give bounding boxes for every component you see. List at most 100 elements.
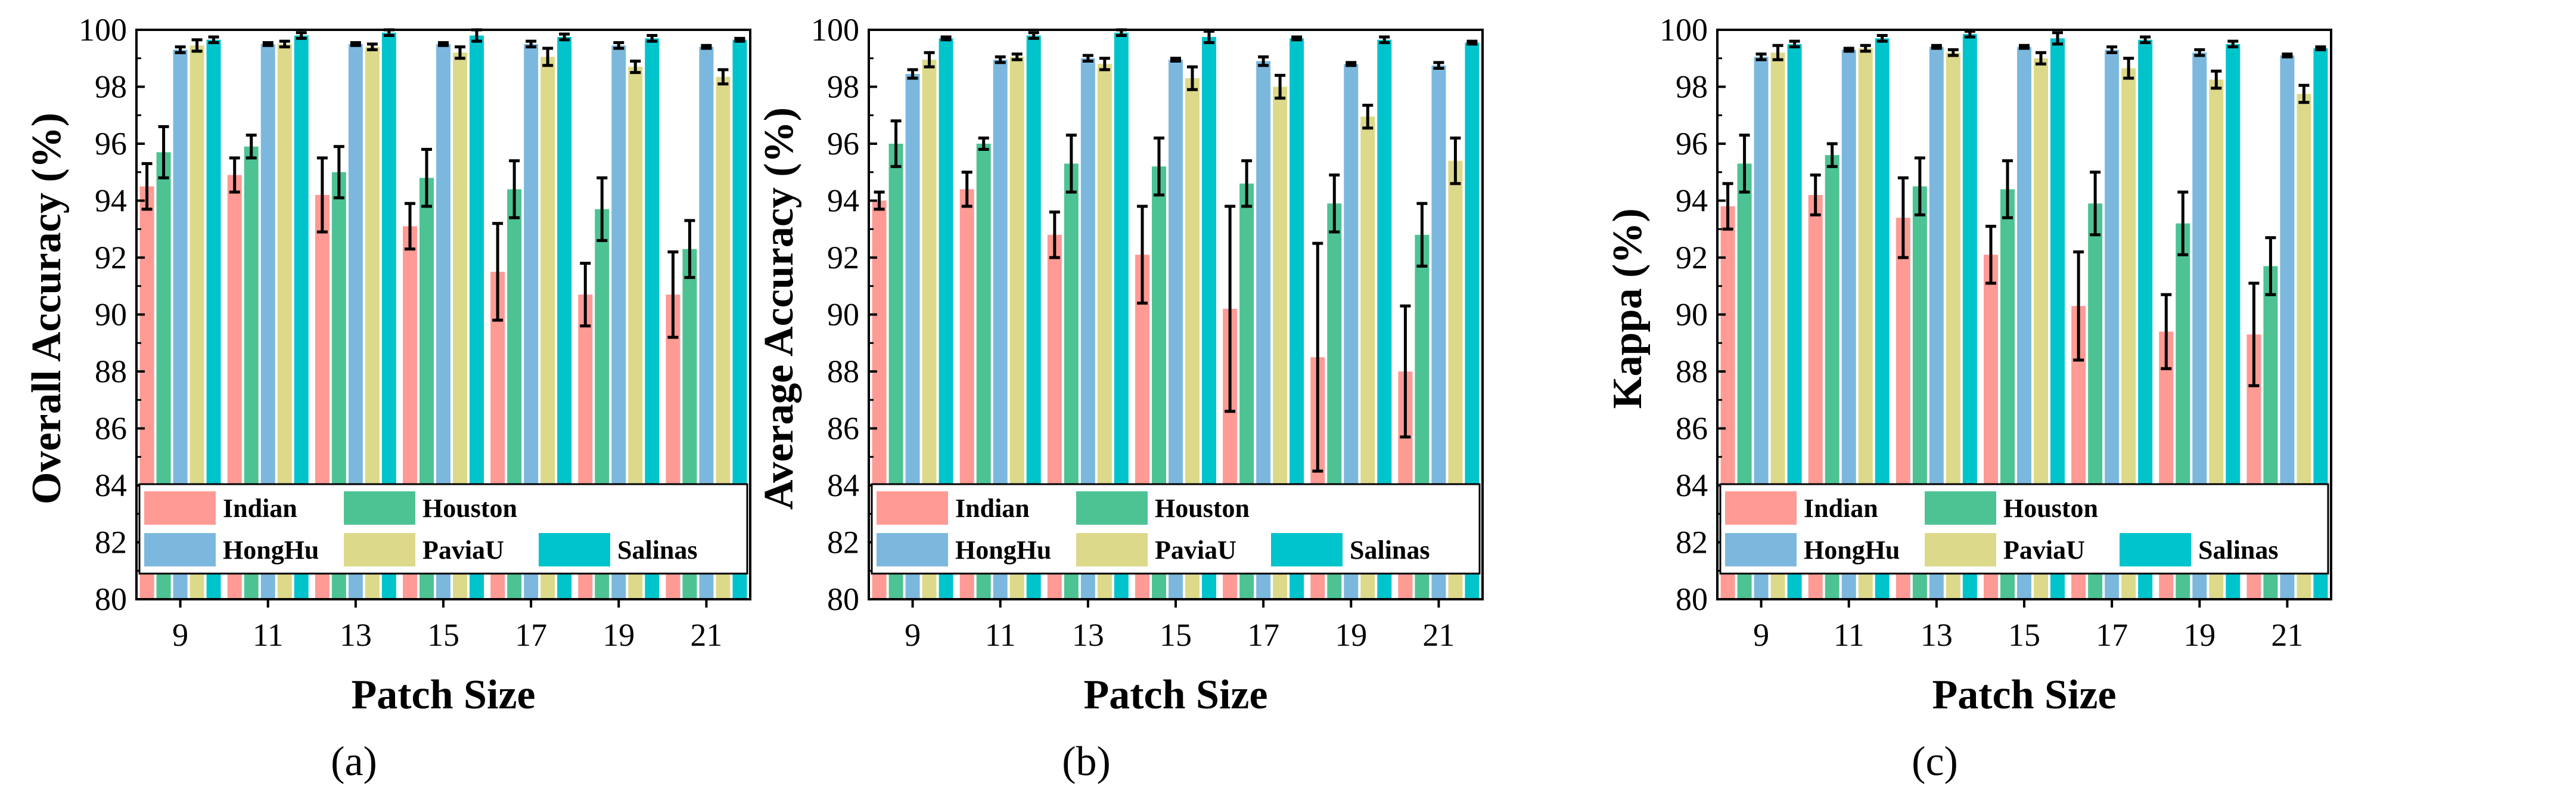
error-bar-honghu-17 (2106, 45, 2118, 54)
x-tick-label: 11 (253, 617, 284, 653)
x-tick-label: 19 (1335, 617, 1367, 653)
error-bar-paviau-21 (2298, 83, 2310, 104)
error-bar-honghu-19 (2194, 48, 2205, 57)
y-tick-label: 80 (827, 581, 859, 617)
error-bar-houston-21 (1416, 202, 1428, 268)
error-bar-paviau-9 (191, 38, 203, 53)
x-tick-label: 15 (1160, 617, 1192, 653)
legend-label-indian: Indian (1804, 494, 1878, 523)
error-bar-houston-13 (1065, 134, 1077, 194)
error-bar-salinas-17 (559, 32, 570, 42)
error-bar-indian-21 (667, 250, 679, 339)
error-bar-houston-15 (2002, 159, 2013, 219)
x-tick-label: 9 (1753, 617, 1769, 653)
error-bar-salinas-9 (940, 35, 952, 42)
error-bar-indian-17 (1225, 205, 1236, 413)
error-bar-indian-11 (961, 171, 972, 208)
error-bar-houston-15 (1154, 136, 1164, 197)
error-bar-houston-11 (246, 134, 257, 160)
x-axis-title: Patch Size (1932, 672, 2116, 718)
error-bar-houston-15 (421, 148, 432, 208)
error-bar-houston-9 (890, 119, 902, 168)
error-bar-paviau-11 (279, 39, 290, 49)
legend-swatch-houston (1925, 491, 1996, 525)
error-bar-houston-9 (158, 125, 169, 179)
error-bar-paviau-13 (366, 42, 378, 51)
error-bar-honghu-11 (1843, 47, 1854, 53)
error-bar-salinas-21 (734, 36, 745, 43)
error-bar-houston-21 (684, 219, 695, 279)
legend-swatch-honghu (877, 533, 948, 566)
y-tick-label: 100 (811, 12, 859, 48)
legend-swatch-indian (877, 491, 948, 525)
error-bar-honghu-21 (1433, 61, 1444, 70)
y-tick-label: 98 (1676, 69, 1708, 105)
error-bar-honghu-9 (907, 68, 918, 80)
error-bar-indian-17 (492, 222, 504, 322)
error-bar-indian-19 (1312, 241, 1323, 473)
error-bar-houston-21 (2265, 236, 2276, 296)
error-bar-honghu-19 (1346, 61, 1357, 67)
x-tick-label: 19 (2183, 617, 2215, 653)
legend-swatch-salinas (539, 533, 610, 566)
x-tick-label: 21 (690, 617, 722, 653)
error-bar-indian-19 (580, 262, 591, 328)
error-bar-houston-17 (2090, 171, 2101, 237)
error-bar-houston-13 (333, 145, 344, 200)
error-bar-salinas-21 (1466, 39, 1478, 46)
y-tick-label: 80 (1676, 581, 1708, 617)
error-bar-honghu-11 (262, 41, 274, 47)
error-bar-paviau-9 (1772, 44, 1783, 61)
x-tick-label: 11 (1834, 617, 1865, 653)
legend-label-honghu: HongHu (1804, 535, 1900, 565)
y-tick-label: 86 (1676, 411, 1708, 447)
x-tick-label: 17 (1247, 617, 1279, 653)
legend-swatch-salinas (2120, 533, 2191, 566)
error-bar-paviau-15 (2036, 51, 2046, 66)
legend-label-honghu: HongHu (955, 535, 1051, 565)
error-bar-salinas-11 (1876, 34, 1888, 43)
error-bar-indian-15 (1137, 205, 1148, 305)
legend-label-paviau: PaviaU (1155, 535, 1236, 565)
error-bar-indian-15 (405, 202, 415, 251)
panel-caption: (a) (331, 739, 377, 785)
error-bar-salinas-17 (2140, 35, 2151, 44)
y-tick-label: 96 (95, 126, 127, 162)
error-bar-paviau-17 (1275, 73, 1286, 100)
error-bar-houston-19 (1329, 174, 1340, 234)
error-bar-salinas-11 (296, 31, 307, 40)
error-bar-houston-13 (1914, 156, 1925, 216)
error-bar-paviau-19 (2211, 69, 2222, 90)
legend-swatch-paviau (344, 533, 415, 566)
x-tick-label: 17 (2096, 617, 2128, 653)
y-tick-label: 96 (1676, 126, 1708, 162)
y-tick-label: 100 (1660, 12, 1708, 48)
error-bar-salinas-21 (2315, 45, 2326, 51)
legend-label-houston: Houston (1155, 494, 1250, 523)
y-tick-label: 80 (95, 581, 127, 617)
legend-label-paviau: PaviaU (2003, 535, 2085, 565)
error-bar-indian-21 (2248, 281, 2260, 388)
legend-swatch-houston (1076, 491, 1148, 525)
error-bar-indian-13 (1897, 176, 1909, 259)
error-bar-salinas-17 (1291, 35, 1303, 42)
x-axis-title: Patch Size (351, 672, 535, 718)
legend-box (1719, 483, 2329, 575)
legend-label-houston: Houston (2003, 494, 2098, 523)
y-tick-label: 90 (827, 297, 859, 333)
panel-caption: (b) (1062, 739, 1111, 785)
error-bar-salinas-19 (2227, 39, 2239, 49)
y-tick-label: 94 (95, 183, 127, 219)
y-axis-title: Average Accuracy (%) (756, 107, 802, 510)
error-bar-honghu-21 (2282, 52, 2293, 58)
error-bar-honghu-13 (350, 41, 361, 47)
x-tick-label: 11 (985, 617, 1016, 653)
x-tick-label: 13 (1921, 617, 1953, 653)
error-bar-houston-19 (2177, 190, 2189, 256)
x-tick-label: 15 (427, 617, 459, 653)
legend-label-indian: Indian (955, 494, 1030, 523)
error-bar-indian-9 (1722, 182, 1733, 231)
